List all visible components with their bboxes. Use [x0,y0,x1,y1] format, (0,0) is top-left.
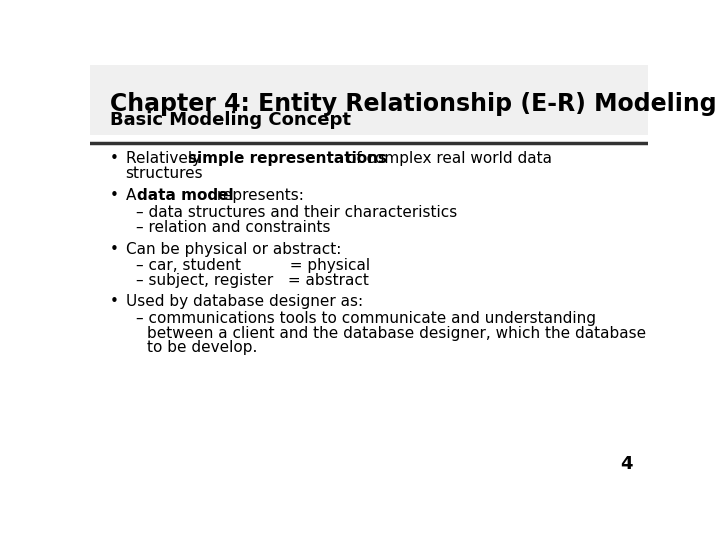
Text: 4: 4 [620,455,632,473]
Text: – data structures and their characteristics: – data structures and their characterist… [137,205,458,220]
Text: •: • [110,294,119,309]
Text: Relatively: Relatively [126,151,206,166]
Text: Used by database designer as:: Used by database designer as: [126,294,363,309]
Text: between a client and the database designer, which the database: between a client and the database design… [148,326,647,341]
Text: – car, student          = physical: – car, student = physical [137,258,371,273]
Text: Chapter 4: Entity Relationship (E-R) Modeling: Chapter 4: Entity Relationship (E-R) Mod… [110,92,717,116]
Text: •: • [110,188,119,203]
Text: data model: data model [138,188,234,203]
Text: simple representations: simple representations [188,151,387,166]
Bar [90,65,648,136]
Text: •: • [110,151,119,166]
Text: A: A [126,188,141,203]
Text: Basic Modeling Concept: Basic Modeling Concept [110,111,351,129]
Text: •: • [110,242,119,257]
Text: – subject, register   = abstract: – subject, register = abstract [137,273,369,288]
Text: – relation and constraints: – relation and constraints [137,220,331,234]
Text: – communications tools to communicate and understanding: – communications tools to communicate an… [137,311,596,326]
Text: structures: structures [126,166,203,181]
Text: represents:: represents: [212,188,305,203]
Text: of complex real world data: of complex real world data [342,151,552,166]
Text: to be develop.: to be develop. [148,340,258,355]
Text: Can be physical or abstract:: Can be physical or abstract: [126,242,341,257]
